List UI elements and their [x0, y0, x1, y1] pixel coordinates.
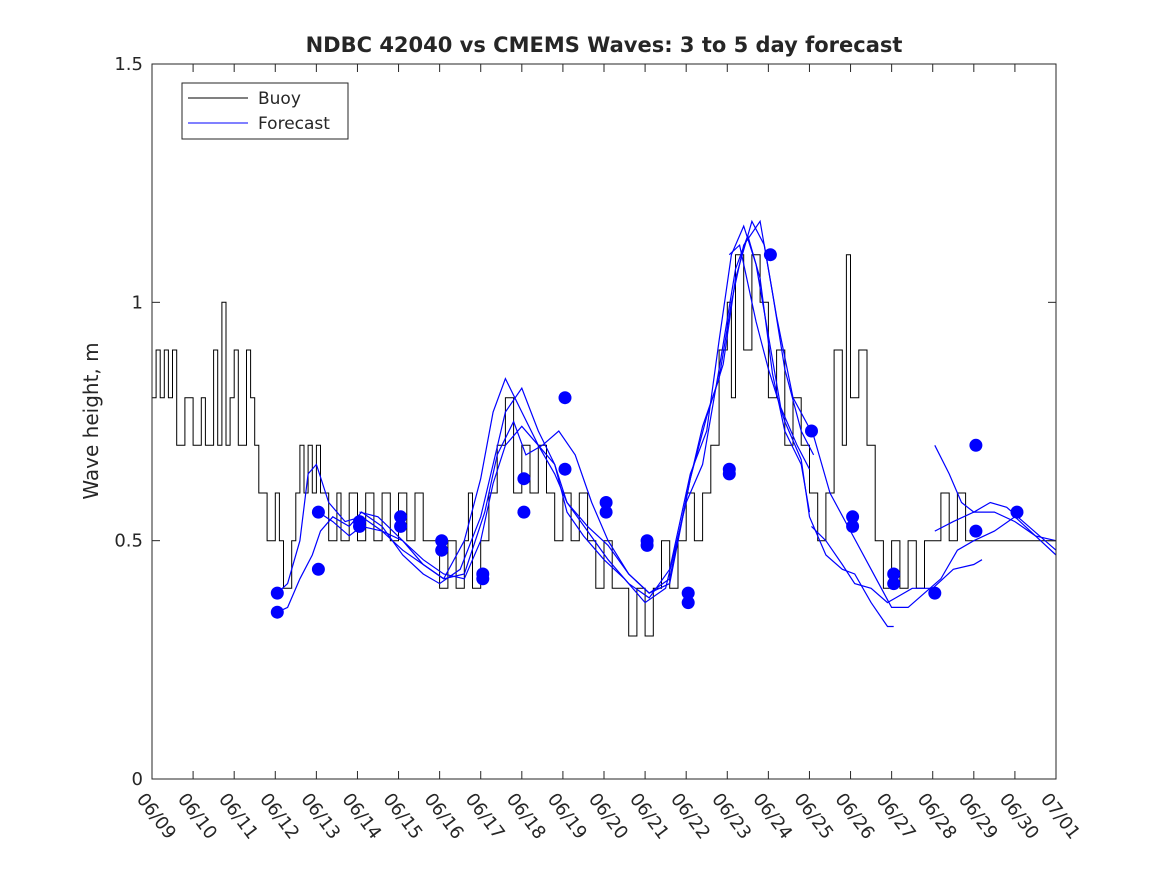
marker-layer [270, 248, 1024, 619]
forecast-start-marker [311, 562, 325, 576]
buoy-series-line [152, 254, 1056, 637]
forecast-start-marker [928, 586, 942, 600]
forecast-start-marker [846, 510, 860, 524]
forecast-start-marker [722, 467, 736, 481]
forecast-start-marker [599, 505, 613, 519]
forecast-start-marker [640, 538, 654, 552]
legend-box [181, 82, 349, 140]
forecast-start-marker [435, 534, 449, 548]
forecast-start-marker [887, 577, 901, 591]
forecast-series-line [934, 511, 1057, 542]
forecast-start-marker [1010, 505, 1024, 519]
y-tick-label: 1.5 [114, 54, 143, 75]
forecast-start-marker [681, 596, 695, 610]
forecast-start-marker [558, 462, 572, 476]
forecast-series-line [277, 233, 811, 613]
forecast-start-marker [681, 586, 695, 600]
chart-title: NDBC 42040 vs CMEMS Waves: 3 to 5 day fo… [306, 33, 903, 57]
forecast-start-marker [763, 248, 777, 262]
series-layer [152, 219, 1057, 637]
forecast-series-line [811, 525, 983, 604]
y-axis: 0 0.5 1 1.5 [114, 54, 1056, 790]
y-tick-label: 0.5 [114, 531, 143, 552]
legend-buoy-label: Buoy [258, 89, 301, 109]
legend: Buoy Forecast [181, 82, 349, 140]
plot-area [152, 64, 1056, 779]
forecast-start-marker [311, 505, 325, 519]
forecast-series-line [728, 243, 894, 628]
forecast-series-line [934, 445, 1057, 551]
forecast-start-marker [969, 524, 983, 538]
forecast-start-marker [353, 519, 366, 533]
forecast-start-marker [270, 586, 284, 600]
forecast-start-marker [517, 505, 531, 519]
forecast-start-marker [887, 567, 901, 581]
forecast-start-marker [476, 572, 490, 586]
forecast-start-marker [805, 424, 818, 438]
forecast-start-marker [599, 496, 613, 509]
forecast-start-marker [558, 391, 572, 405]
y-tick-label: 1 [132, 292, 143, 313]
legend-forecast-label: Forecast [258, 114, 330, 134]
forecast-start-marker [435, 543, 449, 557]
forecast-start-marker [270, 605, 284, 619]
forecast-start-marker [394, 519, 408, 533]
forecast-start-marker [517, 472, 531, 486]
forecast-start-marker [394, 510, 408, 524]
forecast-start-marker [846, 519, 860, 533]
y-axis-label: Wave height, m [79, 342, 103, 499]
forecast-series-line [359, 219, 1057, 609]
forecast-start-marker [969, 438, 983, 452]
y-tick-label: 0 [132, 769, 143, 790]
